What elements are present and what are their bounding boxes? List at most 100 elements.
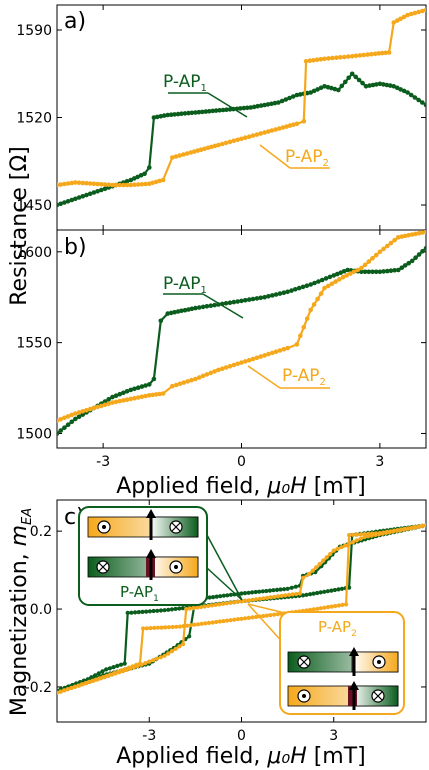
data-point-a — [150, 180, 155, 186]
data-point-b — [200, 373, 206, 379]
data-point-c — [224, 601, 229, 606]
data-point-b — [385, 243, 390, 249]
data-point-c — [282, 587, 287, 592]
data-point-c — [318, 606, 323, 611]
data-point-b — [179, 308, 184, 314]
data-point-c — [122, 661, 127, 666]
data-point-c — [214, 619, 219, 625]
data-point-c — [317, 561, 322, 567]
data-point-a — [386, 50, 392, 55]
data-point-c — [228, 600, 233, 605]
data-point-b — [293, 287, 298, 292]
data-point-c — [232, 617, 237, 622]
data-point-a — [401, 88, 407, 94]
data-point-b — [351, 269, 357, 275]
data-point-b — [402, 263, 408, 268]
data-point-b — [273, 349, 279, 355]
data-point-c — [250, 615, 255, 620]
data-point-c — [148, 626, 153, 631]
data-point-c — [304, 592, 309, 597]
data-point-b — [143, 383, 148, 388]
data-point-a — [87, 191, 93, 197]
data-point-b — [270, 293, 275, 298]
data-point-a — [220, 107, 226, 113]
annotation-pap1-b-text: P-AP1 — [163, 274, 207, 296]
data-point-c — [80, 682, 85, 687]
data-point-c — [87, 679, 92, 685]
data-point-b — [396, 267, 401, 273]
data-point-a — [384, 82, 390, 88]
cross-icon-mark — [299, 657, 309, 667]
data-point-b — [99, 403, 104, 409]
xtick-label-b: 3 — [375, 454, 384, 470]
data-point-a — [303, 59, 309, 64]
data-point-a — [416, 9, 421, 15]
data-point-b — [289, 288, 294, 293]
annotation-pap1-a: P-AP1 — [163, 72, 248, 118]
data-point-c — [57, 690, 60, 695]
inset-pap2: P-AP2 — [247, 603, 405, 715]
data-point-b — [396, 235, 401, 240]
data-point-c — [228, 592, 233, 597]
data-point-a — [311, 88, 317, 94]
data-point-a — [266, 129, 271, 134]
data-point-b — [151, 376, 157, 382]
data-point-b — [270, 350, 275, 356]
xtick-label-c: -3 — [142, 728, 156, 744]
data-point-a — [128, 182, 134, 188]
data-point-c — [95, 677, 100, 682]
data-point-c — [166, 651, 171, 656]
data-point-c — [311, 591, 316, 596]
data-point-c — [69, 685, 74, 691]
data-point-c — [354, 538, 359, 543]
data-point-a — [69, 197, 75, 203]
inset-pap1-label: P-AP1 — [120, 583, 159, 604]
ytick-label-a: 1590 — [16, 23, 52, 39]
data-point-c — [143, 661, 148, 666]
data-point-a — [360, 80, 365, 86]
data-point-c — [275, 612, 280, 617]
data-point-b — [124, 389, 130, 394]
data-point-b — [143, 393, 148, 399]
data-point-a — [224, 107, 229, 112]
data-point-a — [181, 152, 186, 157]
data-point-a — [142, 171, 147, 177]
data-point-c — [246, 615, 251, 621]
data-point-a — [315, 87, 320, 92]
data-point-b — [84, 407, 89, 413]
data-point-c — [326, 605, 331, 610]
data-point-a — [339, 83, 345, 89]
data-point-b — [423, 245, 426, 251]
data-point-c — [315, 606, 320, 611]
data-point-c — [181, 642, 186, 647]
data-point-a — [277, 126, 282, 131]
data-point-c — [358, 532, 363, 537]
data-point-a — [91, 190, 97, 195]
data-point-c — [177, 624, 183, 629]
data-point-c — [310, 568, 315, 573]
data-point-a — [276, 100, 281, 105]
data-point-a — [423, 102, 426, 108]
data-point-a — [76, 180, 82, 186]
panel-b-xlabel: Applied field, μ₀H [mT] — [116, 474, 366, 499]
data-point-b — [355, 267, 361, 273]
data-point-c — [221, 601, 226, 607]
data-point-b — [208, 303, 214, 309]
data-point-b — [273, 292, 279, 297]
data-point-b — [135, 385, 141, 391]
data-point-c — [380, 531, 385, 536]
data-point-b — [139, 394, 145, 400]
ytick-label-b: 1500 — [16, 426, 52, 442]
data-point-b — [227, 300, 233, 306]
data-point-c — [239, 616, 244, 621]
data-point-a — [124, 182, 130, 188]
data-point-a — [318, 57, 324, 62]
data-point-b — [337, 277, 342, 282]
data-point-c — [285, 586, 290, 591]
data-point-c — [325, 589, 330, 594]
data-point-b — [69, 412, 75, 418]
series-group-a — [57, 7, 426, 208]
data-point-c — [329, 604, 334, 609]
data-point-b — [254, 296, 260, 301]
data-point-b — [76, 410, 82, 415]
